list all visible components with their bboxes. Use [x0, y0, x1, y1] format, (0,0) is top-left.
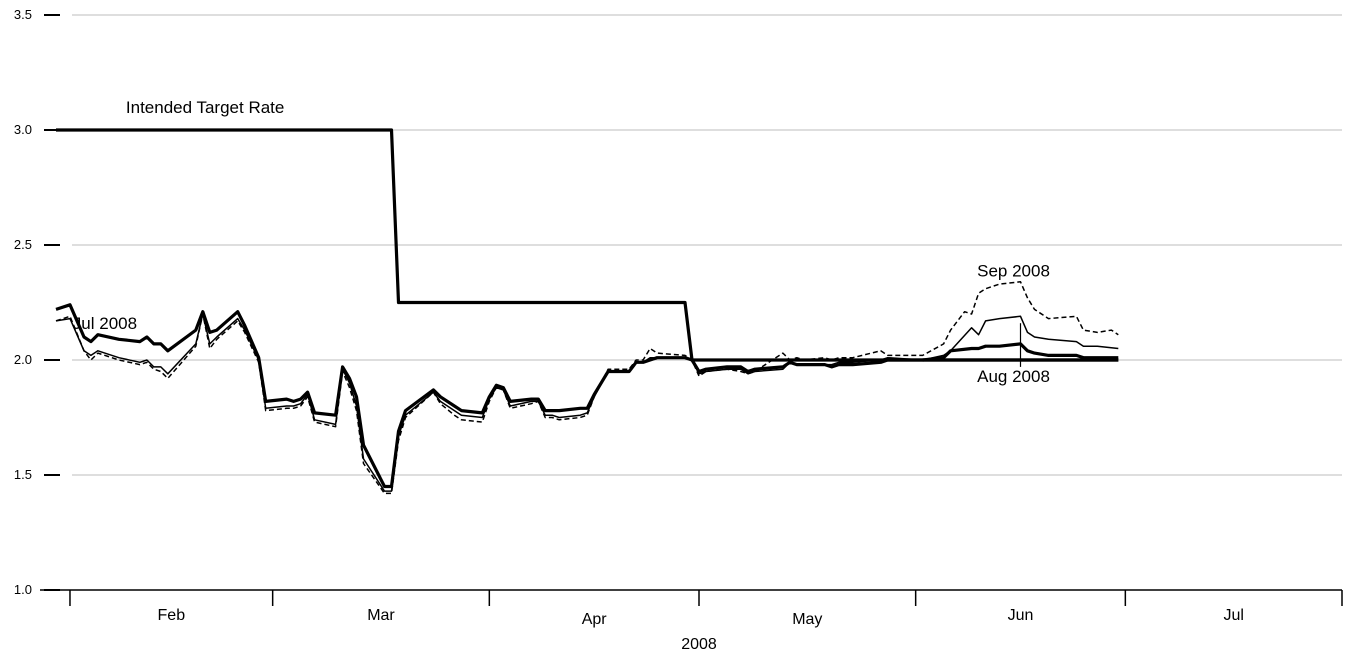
x-month-label: Apr	[582, 611, 608, 628]
x-month-label: Mar	[367, 607, 395, 624]
x-month-label: May	[792, 611, 822, 628]
annotation-intended-target-rate: Intended Target Rate	[126, 98, 284, 117]
y-tick-label: 2.0	[14, 352, 32, 367]
grid-lines	[72, 14, 1342, 476]
x-month-label: Feb	[158, 607, 186, 624]
axes: 1.0 1.5 2.0 2.5 3.0 3.5 Feb Mar Apr May Jun Jul	[14, 7, 1343, 628]
series-line-sep-2008	[55, 281, 1119, 495]
annotation-jul-2008: Jul 2008	[73, 314, 137, 333]
x-month-label: Jul	[1223, 607, 1243, 624]
series-lines	[55, 128, 1119, 495]
series-line-jul-2008	[55, 303, 1119, 489]
y-tick-label: 3.0	[14, 122, 32, 137]
annotation-aug-2008: Aug 2008	[977, 367, 1050, 386]
y-tick-label: 2.5	[14, 237, 32, 252]
y-tick-label: 1.5	[14, 467, 32, 482]
series-line-intended-target-rate	[56, 128, 1119, 362]
series-line-aug-2008	[55, 313, 1119, 492]
x-month-label: Jun	[1008, 607, 1034, 624]
annotation-sep-2008: Sep 2008	[977, 261, 1050, 280]
y-tick-label: 1.0	[14, 582, 32, 597]
annotations: Intended Target Rate Jul 2008 Sep 2008 A…	[73, 98, 1050, 386]
x-axis-label: 2008	[681, 636, 717, 653]
y-tick-label: 3.5	[14, 7, 32, 22]
